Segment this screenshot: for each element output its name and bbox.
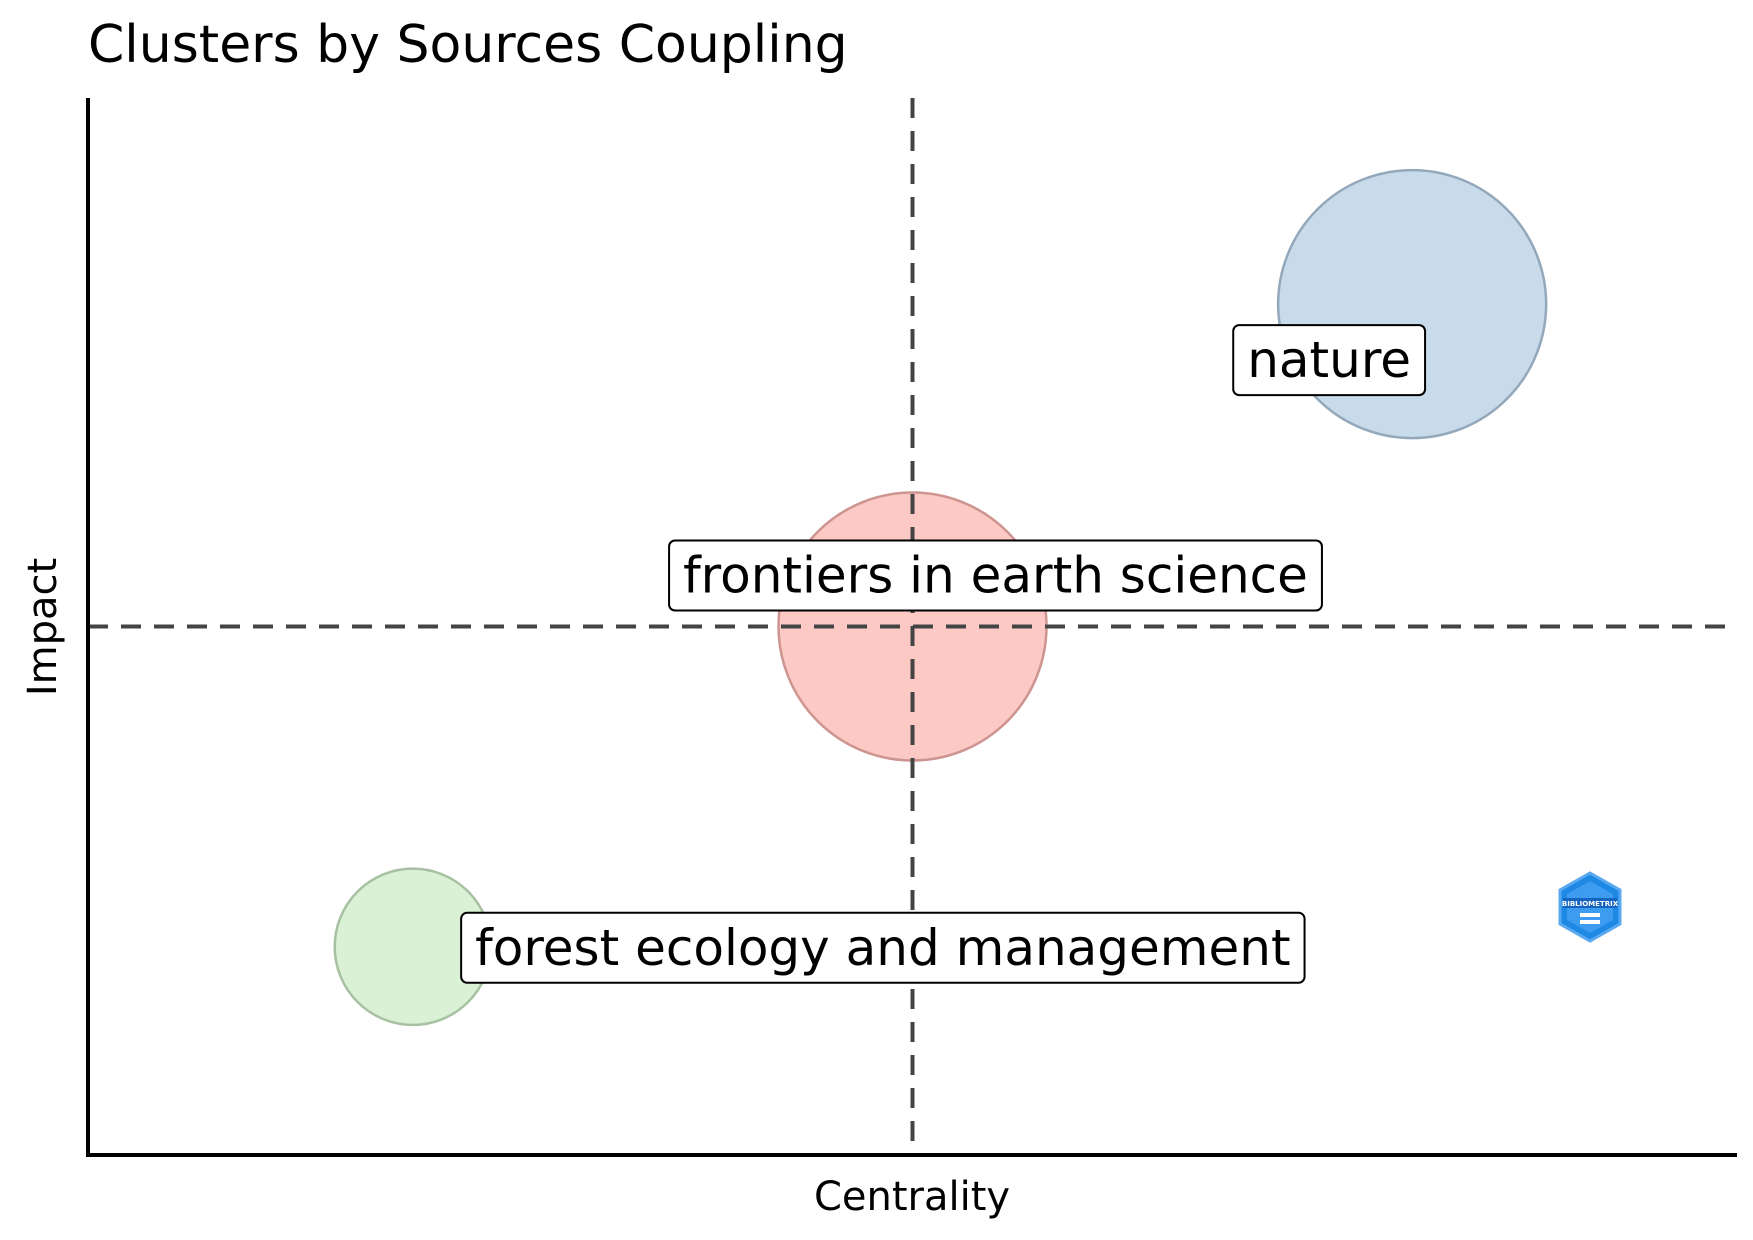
plot-area: nature frontiers in earth science forest e…	[88, 98, 1737, 1155]
bubble-label-text: forest ecology and management	[475, 919, 1290, 977]
bubble-point	[1276, 168, 1548, 440]
bubble-label-box	[668, 539, 1323, 612]
bubble-label-box	[1232, 324, 1427, 397]
y-axis-label: Impact	[20, 558, 66, 696]
labels-layer: nature frontiers in earth science forest e…	[460, 324, 1427, 984]
bubble-label-box	[460, 911, 1306, 984]
bubble-label-text: nature	[1247, 331, 1411, 389]
bubble-label-text: frontiers in earth science	[683, 547, 1308, 605]
bibliometrix-logo-icon: BIBLIOMETRIX	[1558, 871, 1622, 943]
bubble-label: nature	[1232, 324, 1427, 397]
bubble-label: forest ecology and management	[460, 911, 1306, 984]
bubble-label: frontiers in earth science	[668, 539, 1323, 612]
chart-title: Clusters by Sources Coupling	[88, 15, 848, 75]
x-axis-label: Centrality	[814, 1174, 1010, 1220]
logo-text: BIBLIOMETRIX	[1562, 900, 1619, 908]
